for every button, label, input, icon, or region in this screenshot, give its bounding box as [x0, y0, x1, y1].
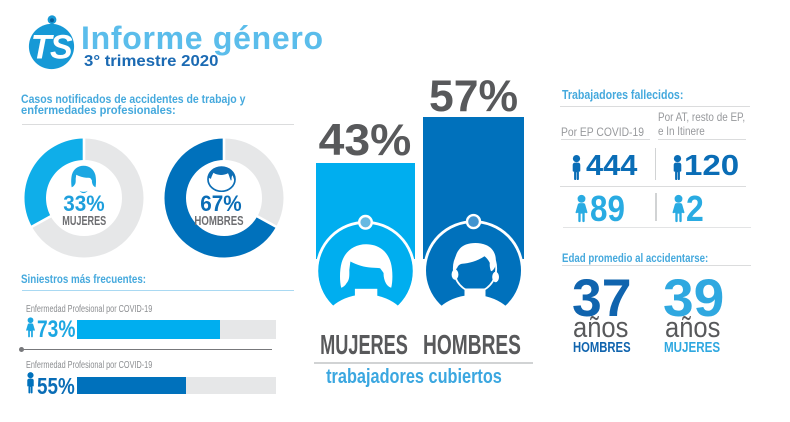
- svg-text:TS: TS: [31, 29, 73, 67]
